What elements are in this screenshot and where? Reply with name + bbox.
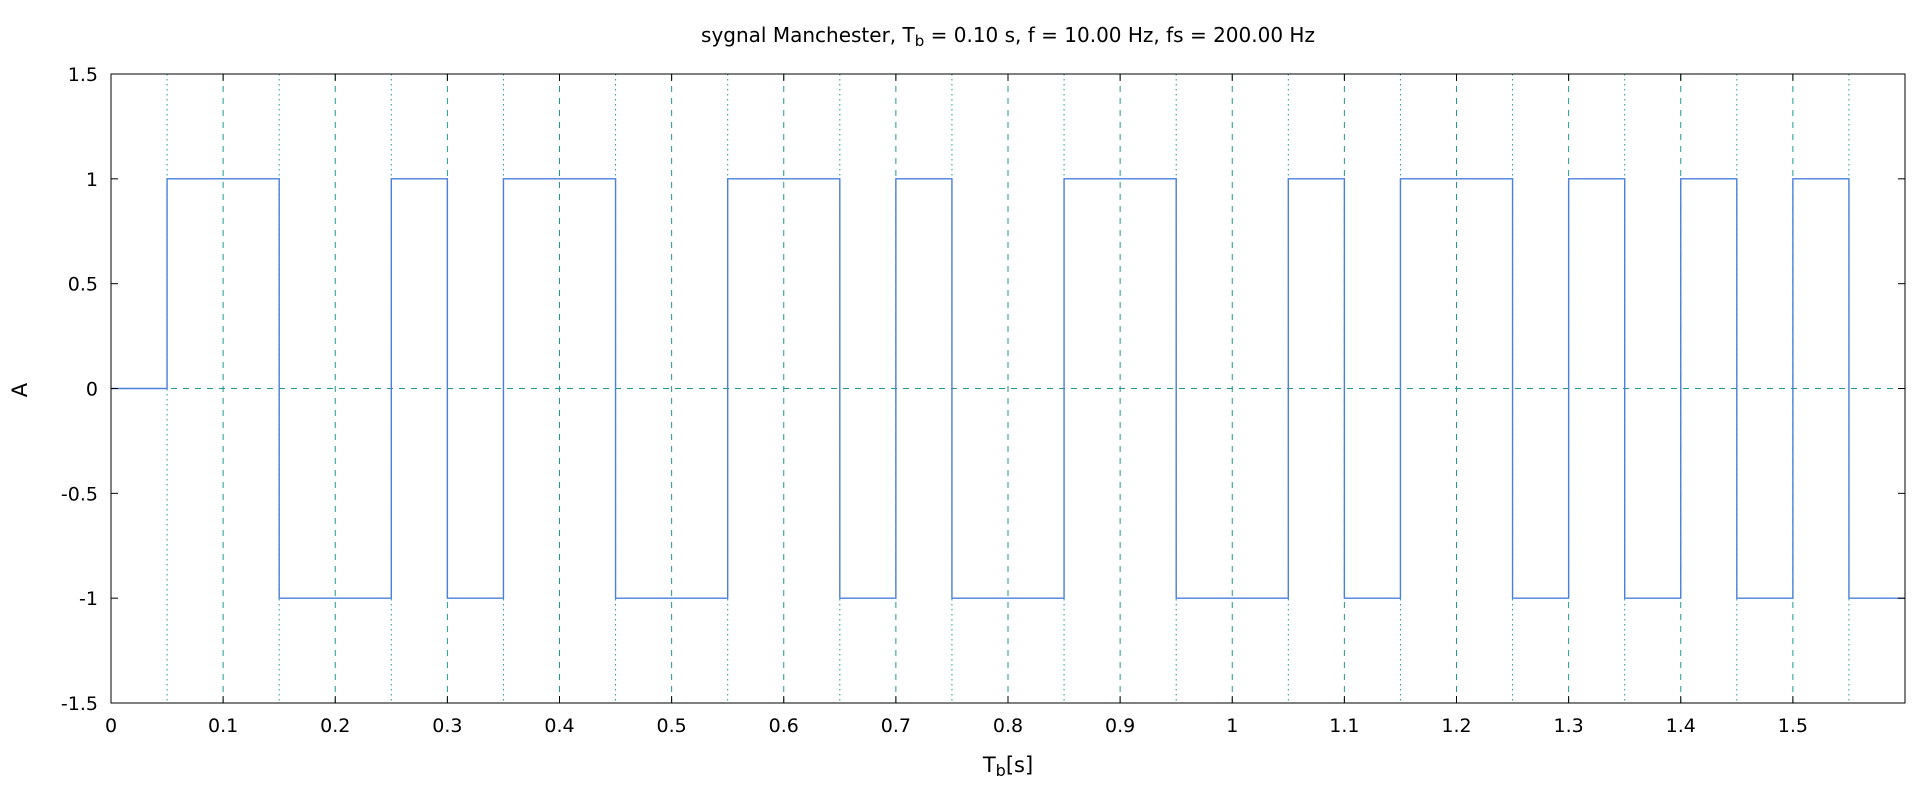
chart-title: sygnal Manchester, Tb = 0.10 s, f = 10.0… xyxy=(701,23,1315,50)
chart-title-prefix: sygnal Manchester, T xyxy=(701,23,915,47)
x-axis-label-main: T xyxy=(982,753,996,777)
x-tick-label: 0.1 xyxy=(208,715,238,737)
x-tick-label: 0 xyxy=(105,715,117,737)
x-tick-label: 1.5 xyxy=(1778,715,1808,737)
x-axis-label-subscript: b xyxy=(996,761,1006,780)
y-tick-label: -0.5 xyxy=(61,483,98,505)
x-tick-label: 0.7 xyxy=(881,715,911,737)
x-tick-label: 0.4 xyxy=(544,715,574,737)
x-tick-label: 1.2 xyxy=(1441,715,1471,737)
chart-title-subscript: b xyxy=(915,32,925,50)
y-tick-label: 1 xyxy=(86,169,98,191)
x-tick-label: 1.3 xyxy=(1554,715,1584,737)
x-tick-label: 0.9 xyxy=(1105,715,1135,737)
y-tick-label: 0 xyxy=(86,379,98,401)
chart-title-suffix: = 0.10 s, f = 10.00 Hz, fs = 200.00 Hz xyxy=(924,23,1315,47)
y-tick-label: 0.5 xyxy=(68,274,98,296)
x-tick-label: 1.1 xyxy=(1329,715,1359,737)
y-tick-label: -1.5 xyxy=(61,693,98,715)
x-tick-label: 0.6 xyxy=(769,715,799,737)
x-axis-label-suffix: [s] xyxy=(1006,753,1033,777)
series-layer xyxy=(111,178,1905,599)
x-tick-label: 0.3 xyxy=(432,715,462,737)
y-axis-label: A xyxy=(8,382,32,397)
x-tick-label: 0.8 xyxy=(993,715,1023,737)
x-tick-label: 0.2 xyxy=(320,715,350,737)
y-tick-label: -1 xyxy=(79,588,98,610)
x-axis-label: Tb[s] xyxy=(982,753,1033,780)
x-tick-label: 0.5 xyxy=(657,715,687,737)
manchester-signal-line xyxy=(111,178,1905,599)
axes-layer: 0 0.1 0.2 0.3 0.4 0.5 0.6 0.7 0.8 0.9 1 1.1 1.2 1.3 1.… xyxy=(61,64,1906,737)
x-tick-label: 1 xyxy=(1226,715,1238,737)
x-tick-label: 1.4 xyxy=(1666,715,1696,737)
y-tick-label: 1.5 xyxy=(68,64,98,86)
